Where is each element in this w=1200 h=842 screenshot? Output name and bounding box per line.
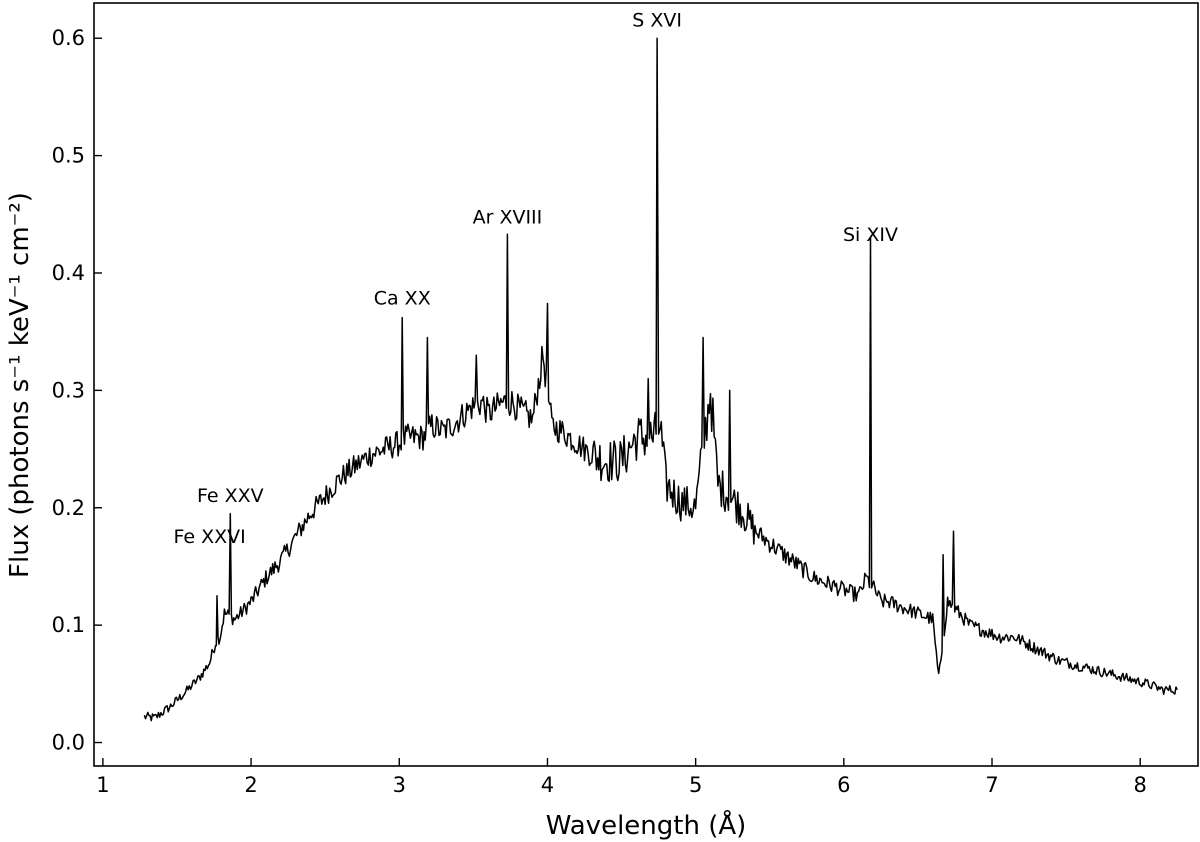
x-tick-label: 7: [985, 773, 998, 797]
x-tick-label: 8: [1134, 773, 1147, 797]
plot-frame: [93, 2, 1199, 767]
y-axis-ticks: 0.0 0.1 0.2 0.3 0.4 0.5 0.6: [52, 26, 102, 755]
emission-line-label: Ar XVIII: [473, 207, 543, 229]
x-tick-label: 6: [837, 773, 850, 797]
x-axis-title: Wavelength (Å): [546, 809, 747, 841]
y-tick-label: 0.0: [52, 731, 85, 755]
emission-line-label: Si XIV: [843, 224, 898, 246]
emission-line-label: Fe XXV: [197, 485, 264, 507]
x-tick-label: 3: [393, 773, 406, 797]
x-tick-label: 4: [541, 773, 554, 797]
y-tick-label: 0.6: [52, 26, 85, 50]
x-tick-label: 2: [244, 773, 257, 797]
y-tick-label: 0.2: [52, 496, 85, 520]
y-tick-label: 0.5: [52, 144, 85, 168]
emission-line-label: Fe XXVI: [173, 526, 245, 548]
x-tick-label: 1: [96, 773, 109, 797]
spectrum-line: [143, 37, 1178, 722]
y-axis-title: Flux (photons s⁻¹ keV⁻¹ cm⁻²): [5, 192, 35, 578]
x-tick-label: 5: [689, 773, 702, 797]
emission-line-label: S XVI: [632, 9, 682, 31]
x-axis-ticks: 1 2 3 4 5 6 7 8: [96, 758, 1147, 797]
y-tick-label: 0.1: [52, 613, 85, 637]
y-tick-label: 0.4: [52, 261, 85, 285]
emission-line-label: Ca XX: [374, 288, 431, 310]
line-annotations: Fe XXVI Fe XXV Ca XX Ar XVIII S XVI Si XIV: [173, 9, 898, 547]
y-tick-label: 0.3: [52, 378, 85, 402]
